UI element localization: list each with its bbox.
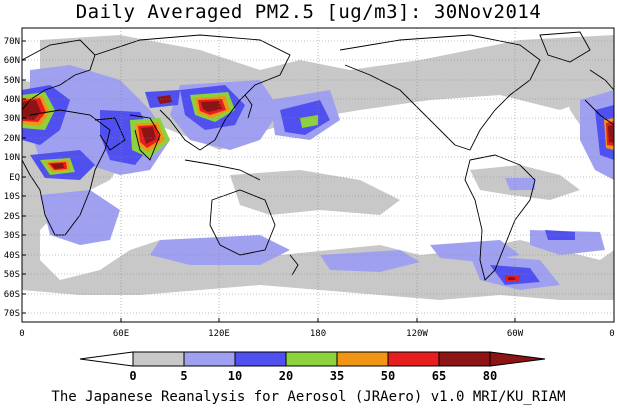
- colorbar-tick: 20: [279, 369, 293, 383]
- lat-label: 20N: [4, 134, 20, 144]
- colorbar: [79, 351, 546, 367]
- colorbar-segment-5: [336, 351, 389, 367]
- lon-label: 60W: [507, 329, 524, 339]
- lat-label: 60N: [4, 56, 20, 66]
- pm25-fields: [22, 31, 614, 300]
- gridlines: [22, 28, 614, 322]
- colorbar-tick: 5: [180, 369, 187, 383]
- lon-label: 120E: [208, 329, 230, 339]
- lat-label: 40N: [4, 95, 20, 105]
- colorbar-tick: 80: [483, 369, 497, 383]
- lat-label: 70N: [4, 37, 20, 47]
- colorbar-segment-0: [79, 351, 134, 367]
- lat-label: 20S: [4, 212, 20, 222]
- colorbar-tick: 65: [432, 369, 446, 383]
- lat-label: 70S: [4, 309, 20, 319]
- lon-label: 0: [19, 329, 24, 339]
- lat-label: 50N: [4, 76, 20, 86]
- longitude-labels: 0 60E 120E 180 120W 60W 0: [19, 329, 614, 339]
- lat-label: 10S: [4, 192, 20, 202]
- colorbar-tick: 0: [129, 369, 136, 383]
- lat-label: 40S: [4, 251, 20, 261]
- colorbar-labels: 0 5 10 20 35 50 65 80: [129, 369, 497, 383]
- colorbar-segment-6: [387, 351, 440, 367]
- lat-label: 10N: [4, 153, 20, 163]
- lat-label: 30S: [4, 231, 20, 241]
- lat-label: 60S: [4, 290, 20, 300]
- colorbar-tick: 35: [330, 369, 344, 383]
- colorbar-segment-8: [489, 351, 546, 367]
- lon-label: 0: [609, 329, 614, 339]
- coastlines: [22, 31, 614, 281]
- lon-label: 180: [310, 329, 326, 339]
- latitude-labels: 70N 60N 50N 40N 30N 20N 10N EQ 10S 20S 3…: [4, 37, 20, 319]
- lat-label: 30N: [4, 114, 20, 124]
- attribution-footer: The Japanese Reanalysis for Aerosol (JRA…: [51, 389, 566, 405]
- lon-label: 60E: [113, 329, 129, 339]
- lat-label: EQ: [9, 173, 20, 183]
- lon-label: 120W: [406, 329, 428, 339]
- colorbar-tick: 10: [228, 369, 242, 383]
- lat-label: 50S: [4, 270, 20, 280]
- colorbar-segment-4: [285, 351, 338, 367]
- colorbar-segment-7: [438, 351, 491, 367]
- map-title: Daily Averaged PM2.5 [ug/m3]: 30Nov2014: [75, 1, 542, 23]
- colorbar-segment-3: [234, 351, 287, 367]
- colorbar-segment-1: [132, 351, 185, 367]
- colorbar-tick: 50: [381, 369, 395, 383]
- colorbar-segment-2: [183, 351, 236, 367]
